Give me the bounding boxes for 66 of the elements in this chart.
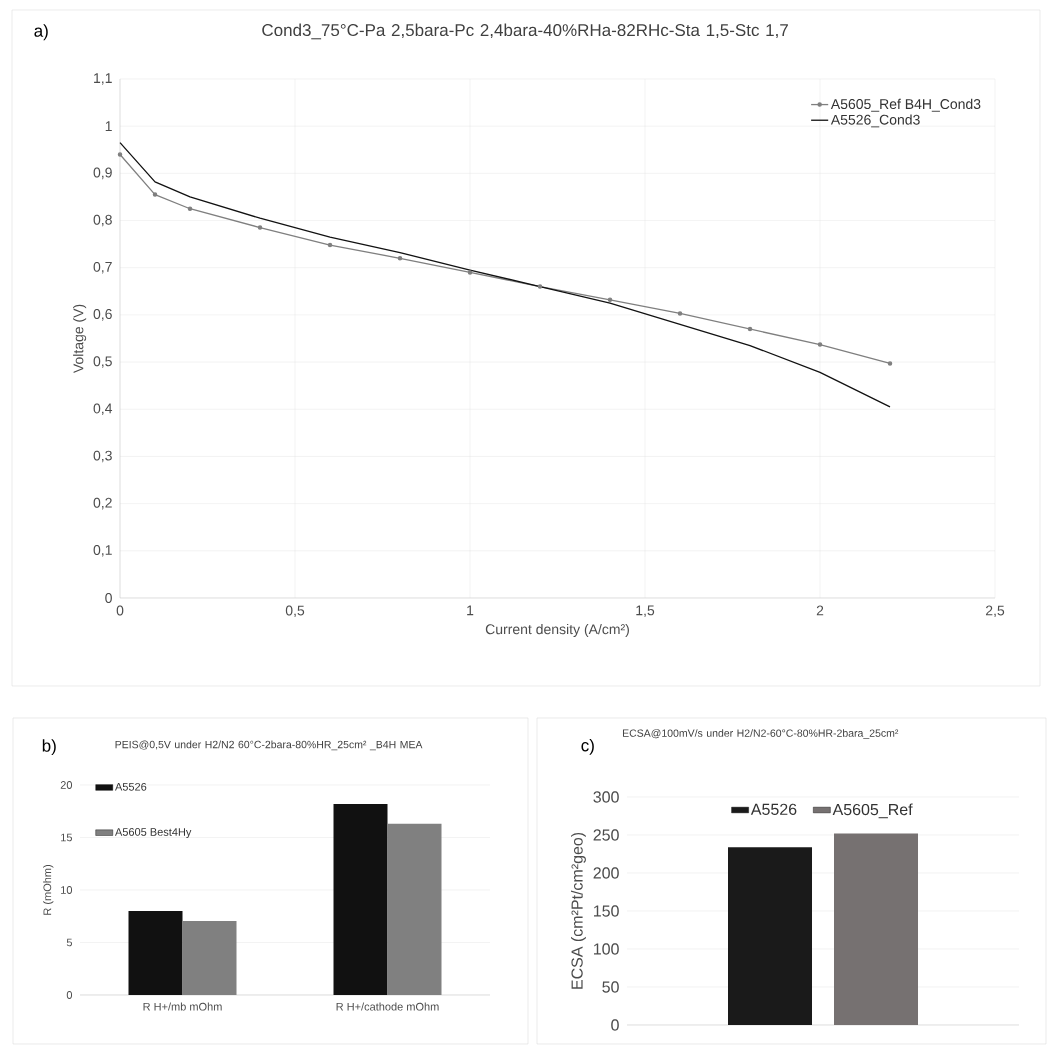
y-tick-label: 15 <box>61 833 72 842</box>
text: c) <box>581 738 594 755</box>
point <box>677 311 683 316</box>
text: a) <box>34 24 48 41</box>
x-tick-label: R H+/cathode mOhm <box>336 1002 439 1011</box>
y-tick-label: 1,1 <box>94 73 112 85</box>
y-tick-label: 0,4 <box>93 403 113 416</box>
point <box>152 192 158 197</box>
y-tick-label: 0,2 <box>93 497 112 510</box>
chart-title: ECSA@100mV/s under H2/N2-60°C-80%HR-2bara_25cm² <box>623 729 899 739</box>
point <box>747 326 753 332</box>
chart-title: Cond3_75°C-Pa 2,5bara-Pc 2,4bara-40%RHa-82RHc-Sta 1,5-Stc 1,7 <box>262 23 788 40</box>
y-axis-title: ECSA (cm²Pt/cm²geo) <box>571 832 586 989</box>
y-tick-label: 20 <box>60 781 73 789</box>
bar <box>182 920 237 995</box>
y-axis-title: Voltage (V) <box>73 304 87 374</box>
y-tick-label: 50 <box>602 981 619 993</box>
point <box>257 225 263 230</box>
x-axis-title: Current density (A/cm²) <box>485 623 629 637</box>
legend-label: A5605 Best4Hy <box>114 828 192 839</box>
y-tick-label: 0,7 <box>93 261 112 274</box>
point <box>467 270 473 275</box>
y-tick-label: 0,3 <box>93 450 112 463</box>
y-tick-label: 0,6 <box>93 309 112 321</box>
legend-label: A5526 <box>114 782 147 791</box>
line-series <box>119 142 891 408</box>
x-tick-label: 1,5 <box>636 605 655 617</box>
x-tick-label: 2 <box>816 605 824 616</box>
y-tick-label: 0,9 <box>93 167 112 180</box>
y-tick-label: 100 <box>594 943 619 955</box>
legend-label: A5605_Ref <box>832 803 913 819</box>
y-tick-label: 0,8 <box>93 214 112 227</box>
y-tick-label: 0,1 <box>93 545 112 557</box>
y-tick-label: 250 <box>593 829 619 841</box>
text: b) <box>42 739 56 756</box>
y-tick-label: 10 <box>61 886 73 894</box>
bar <box>387 823 442 995</box>
y-tick-label: 1 <box>105 121 112 131</box>
point <box>327 242 333 248</box>
x-tick-label: 0,5 <box>285 605 305 618</box>
point <box>817 342 823 347</box>
y-axis-title: R (mOhm) <box>43 865 54 915</box>
point <box>607 297 613 303</box>
legend-label: A5526 <box>750 803 797 815</box>
point <box>537 284 543 289</box>
y-tick-label: 300 <box>593 791 619 803</box>
y-tick-label: 0 <box>611 1019 619 1031</box>
y-tick-label: 200 <box>593 867 619 879</box>
y-tick-label: 0 <box>66 991 73 999</box>
point <box>397 256 403 261</box>
point <box>887 361 893 366</box>
legend-label: A5605_Ref B4H_Cond3 <box>830 98 981 112</box>
legend-label: A5526_Cond3 <box>830 114 920 128</box>
point <box>187 206 193 211</box>
chart-title: PEIS@0,5V under H2/N2 60°C-2bara-80%HR_25cm² _B4H MEA <box>115 740 423 751</box>
y-tick-label: 5 <box>66 938 72 947</box>
y-tick-label: 0 <box>105 593 112 603</box>
bar <box>333 803 388 995</box>
point <box>117 152 123 157</box>
x-tick-label: 1 <box>467 605 474 616</box>
y-tick-label: 0,5 <box>93 356 112 368</box>
x-tick-label: 0 <box>116 605 124 616</box>
x-tick-label: R H+/mb mOhm <box>143 1002 222 1011</box>
bar <box>128 910 183 995</box>
y-tick-label: 150 <box>594 905 619 917</box>
x-tick-label: 2,5 <box>985 605 1005 618</box>
